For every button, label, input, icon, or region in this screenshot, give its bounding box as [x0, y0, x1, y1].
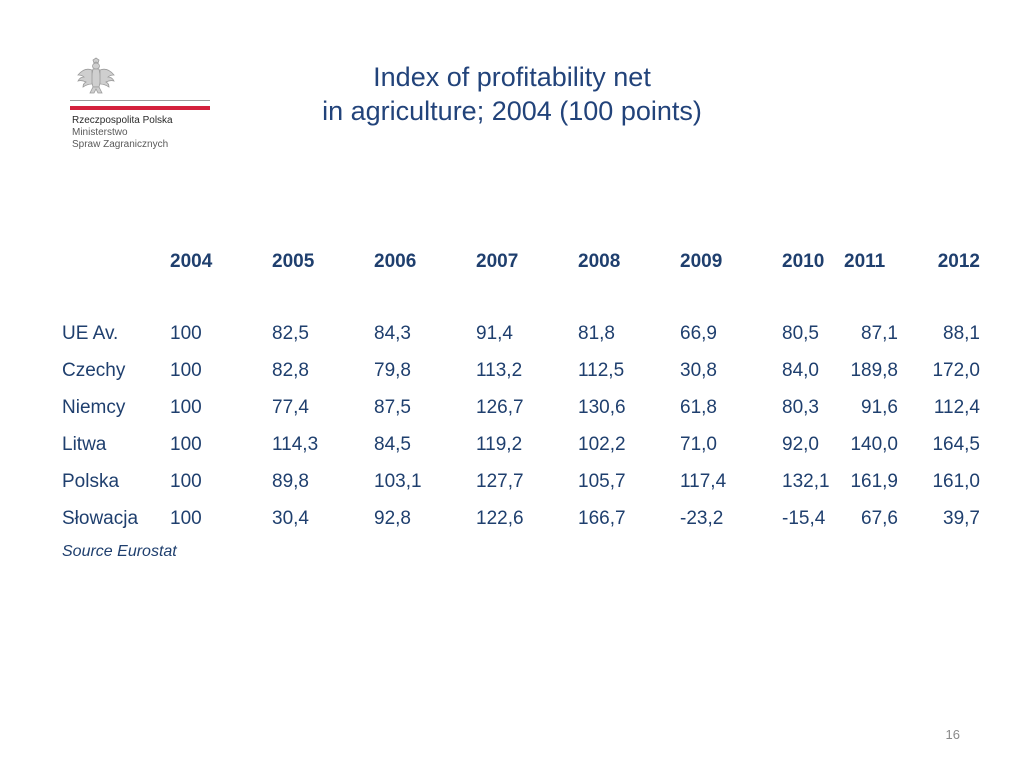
- table-cell: 166,7: [578, 507, 626, 529]
- table-cell: 100: [170, 507, 202, 529]
- table-cell: 100: [170, 433, 202, 455]
- source-note: Source Eurostat: [62, 543, 177, 560]
- table-cell-highlight: 172,0: [932, 359, 980, 381]
- slide-title: Index of profitability net in agricultur…: [0, 60, 1024, 128]
- table-cell: 77,4: [272, 396, 309, 418]
- title-line-2: in agriculture; 2004 (100 points): [322, 96, 702, 126]
- table-cell: -15,4: [782, 507, 826, 529]
- table-cell: 87,1: [861, 322, 898, 344]
- logo-line-2: Ministerstwo: [72, 127, 128, 138]
- table-cell: 130,6: [578, 396, 626, 418]
- table-cell: 189,8: [850, 359, 898, 381]
- logo-red-bar: [70, 106, 210, 110]
- row-label: Polska: [62, 470, 120, 492]
- table-cell: 100: [170, 322, 202, 344]
- logo-text: Rzeczpospolita Polska Ministerstwo Spraw…: [72, 115, 173, 151]
- row-label: Słowacja: [62, 507, 139, 529]
- table-cell: 114,3: [272, 433, 319, 455]
- table-cell: 140,0: [850, 433, 898, 455]
- table-cell: 84,3: [374, 322, 411, 344]
- table-cell: 112,5: [578, 359, 625, 381]
- table-cell: 100: [170, 359, 202, 381]
- ministry-logo: Rzeczpospolita Polska Ministerstwo Spraw…: [70, 54, 220, 150]
- table-cell: 102,2: [578, 433, 626, 455]
- table-cell-highlight: 88,1: [943, 322, 980, 344]
- table-row: Polska 100 89,8 103,1 127,7 105,7 117,4 …: [55, 463, 980, 500]
- row-label: Niemcy: [62, 396, 126, 418]
- title-line-1: Index of profitability net: [373, 62, 651, 92]
- table-cell: 84,0: [782, 359, 819, 381]
- table-cell: 100: [170, 470, 202, 492]
- table-cell: 92,8: [374, 507, 411, 529]
- table-cell: 91,4: [476, 322, 513, 344]
- table-cell-highlight: 112,4: [933, 396, 980, 418]
- header-cell: 2007: [476, 251, 519, 272]
- table-cell: 30,8: [680, 359, 717, 381]
- header-cell: 2005: [272, 251, 315, 272]
- table-row: Niemcy 100 77,4 87,5 126,7 130,6 61,8 80…: [55, 389, 980, 426]
- table-cell: 161,9: [850, 470, 898, 492]
- table-cell: 84,5: [374, 433, 411, 455]
- logo-divider: [70, 100, 210, 101]
- table-row: Słowacja 100 30,4 92,8 122,6 166,7 -23,2…: [55, 500, 980, 537]
- eagle-emblem-icon: [77, 57, 115, 94]
- table-cell: 82,8: [272, 359, 309, 381]
- header-cell: 2012: [937, 251, 980, 272]
- table-cell: 71,0: [680, 433, 717, 455]
- table-cell: 80,5: [782, 322, 819, 344]
- header-cell: 2011: [844, 251, 886, 272]
- table-row: Czechy 100 82,8 79,8 113,2 112,5 30,8 84…: [55, 352, 980, 389]
- table-cell: 92,0: [782, 433, 819, 455]
- profitability-table: 2004 2005 2006 2007 2008 2009 2010 2011 …: [55, 245, 980, 537]
- header-cell: 2009: [680, 251, 723, 272]
- table-cell: 132,1: [782, 470, 830, 492]
- table-cell: 113,2: [476, 359, 523, 381]
- table-cell: 30,4: [272, 507, 309, 529]
- header-cell: 2006: [374, 251, 417, 272]
- table-cell: 80,3: [782, 396, 819, 418]
- table-cell: 122,6: [476, 507, 524, 529]
- table-cell: 87,5: [374, 396, 411, 418]
- table-cell: 79,8: [374, 359, 411, 381]
- header-cell: 2010: [782, 251, 825, 272]
- header-cell: [55, 245, 170, 279]
- table-cell-highlight: 164,5: [932, 433, 980, 455]
- table-cell: 61,8: [680, 396, 717, 418]
- table-cell: 91,6: [861, 396, 898, 418]
- row-label: Czechy: [62, 359, 126, 381]
- table-cell: -23,2: [680, 507, 724, 529]
- table-cell: 117,4: [680, 470, 727, 492]
- table-cell: 126,7: [476, 396, 524, 418]
- table-cell: 100: [170, 396, 202, 418]
- table-cell-highlight: 161,0: [932, 470, 980, 492]
- table-cell: 82,5: [272, 322, 309, 344]
- table-row: Litwa 100 114,3 84,5 119,2 102,2 71,0 92…: [55, 426, 980, 463]
- logo-line-1: Rzeczpospolita Polska: [72, 115, 173, 126]
- table-cell: 119,2: [476, 433, 523, 455]
- page-number: 16: [945, 727, 960, 742]
- table-spacer: [55, 279, 980, 315]
- table-cell: 66,9: [680, 322, 717, 344]
- table-cell: 103,1: [374, 470, 422, 492]
- table-cell: 105,7: [578, 470, 626, 492]
- logo-line-3: Spraw Zagranicznych: [72, 139, 169, 150]
- row-label: Litwa: [62, 433, 107, 455]
- table-cell: 127,7: [476, 470, 524, 492]
- table-cell: 67,6: [861, 507, 898, 529]
- table-cell: 81,8: [578, 322, 615, 344]
- header-cell: 2008: [578, 251, 621, 272]
- header-cell: 2004: [170, 251, 213, 272]
- table-row: UE Av. 100 82,5 84,3 91,4 81,8 66,9 80,5…: [55, 315, 980, 352]
- table-header-row: 2004 2005 2006 2007 2008 2009 2010 2011 …: [55, 245, 980, 279]
- row-label: UE Av.: [62, 322, 119, 344]
- table-cell-highlight: 39,7: [943, 507, 980, 529]
- table-cell: 89,8: [272, 470, 309, 492]
